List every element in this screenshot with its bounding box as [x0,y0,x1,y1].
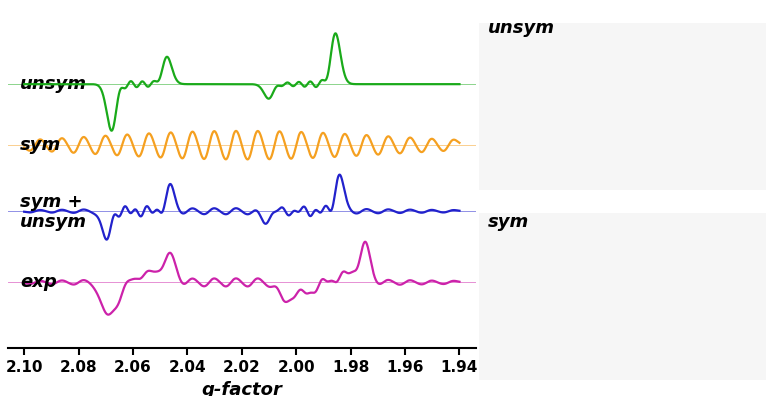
Text: unsym: unsym [20,213,87,231]
Text: sym: sym [20,136,62,154]
Text: sym +: sym + [20,193,83,211]
X-axis label: g-factor: g-factor [201,381,282,396]
Text: exp: exp [20,273,57,291]
FancyBboxPatch shape [479,213,766,381]
Text: unsym: unsym [20,75,87,93]
FancyBboxPatch shape [479,23,766,190]
Text: sym: sym [488,213,529,231]
Text: unsym: unsym [488,19,555,37]
